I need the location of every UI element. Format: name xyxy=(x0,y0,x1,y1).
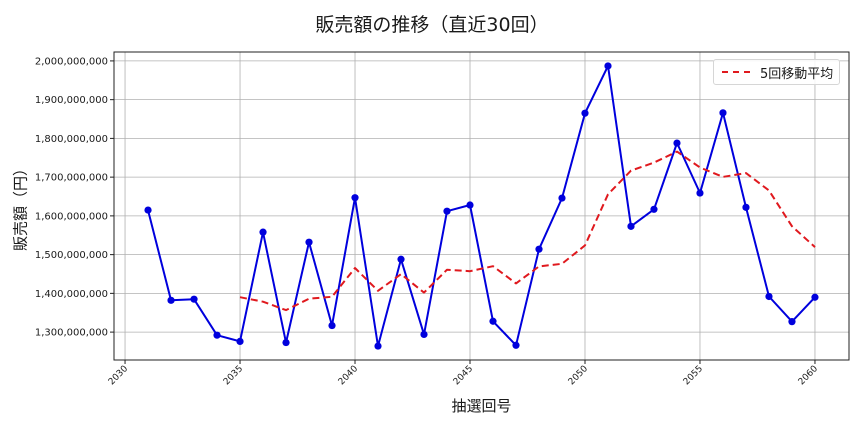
y-tick-label: 1,600,000,000 xyxy=(35,211,108,222)
y-tick-label: 1,800,000,000 xyxy=(35,134,108,145)
axes-frame xyxy=(113,51,850,361)
x-tick-label: 2035 xyxy=(222,364,245,387)
x-axis-label: 抽選回号 xyxy=(451,397,512,415)
data-point xyxy=(742,203,750,211)
x-tick-label: 2045 xyxy=(452,364,475,387)
data-point xyxy=(512,341,520,349)
data-point xyxy=(627,222,635,230)
legend-label-moving-average: 5回移動平均 xyxy=(760,66,834,82)
data-point xyxy=(788,318,796,326)
data-point xyxy=(535,245,543,253)
x-tick-label: 2030 xyxy=(107,364,130,387)
data-point xyxy=(236,337,244,346)
data-point xyxy=(374,342,382,350)
y-tick-label: 1,400,000,000 xyxy=(35,289,108,300)
x-tick-label: 2050 xyxy=(567,364,590,387)
legend: 5回移動平均 xyxy=(713,59,840,85)
data-point xyxy=(167,296,175,304)
data-point xyxy=(305,238,313,246)
data-point xyxy=(650,205,658,213)
data-point xyxy=(581,109,589,117)
data-point xyxy=(719,109,727,117)
chart-title: 販売額の推移（直近30回） xyxy=(315,14,549,36)
data-point xyxy=(351,194,359,202)
y-tick-label: 1,500,000,000 xyxy=(35,250,108,261)
data-point xyxy=(558,194,566,202)
data-point xyxy=(765,292,773,301)
data-point xyxy=(489,317,497,325)
data-point xyxy=(144,206,152,214)
data-point xyxy=(420,330,428,339)
data-point xyxy=(466,201,474,209)
y-tick-label: 1,900,000,000 xyxy=(35,95,108,106)
y-tick-label: 1,300,000,000 xyxy=(35,328,108,339)
data-point xyxy=(811,293,819,301)
x-tick-label: 2055 xyxy=(682,364,705,387)
y-tick-label: 2,000,000,000 xyxy=(35,56,108,67)
data-point xyxy=(397,255,405,263)
data-point xyxy=(190,295,198,303)
data-point xyxy=(443,207,451,215)
data-point xyxy=(673,139,681,147)
data-point xyxy=(696,189,704,197)
legend-dashed-line-icon xyxy=(722,71,750,73)
x-tick-label: 2040 xyxy=(337,364,360,387)
data-point xyxy=(282,338,290,347)
y-tick-label: 1,700,000,000 xyxy=(35,173,108,184)
data-point xyxy=(604,62,612,70)
y-axis-label: 販売額（円） xyxy=(11,160,30,252)
data-point xyxy=(259,228,267,236)
data-point xyxy=(213,331,221,339)
x-tick-label: 2060 xyxy=(797,364,820,387)
moving-average-line xyxy=(239,150,816,312)
data-point xyxy=(328,321,336,330)
sales-line xyxy=(147,64,816,348)
